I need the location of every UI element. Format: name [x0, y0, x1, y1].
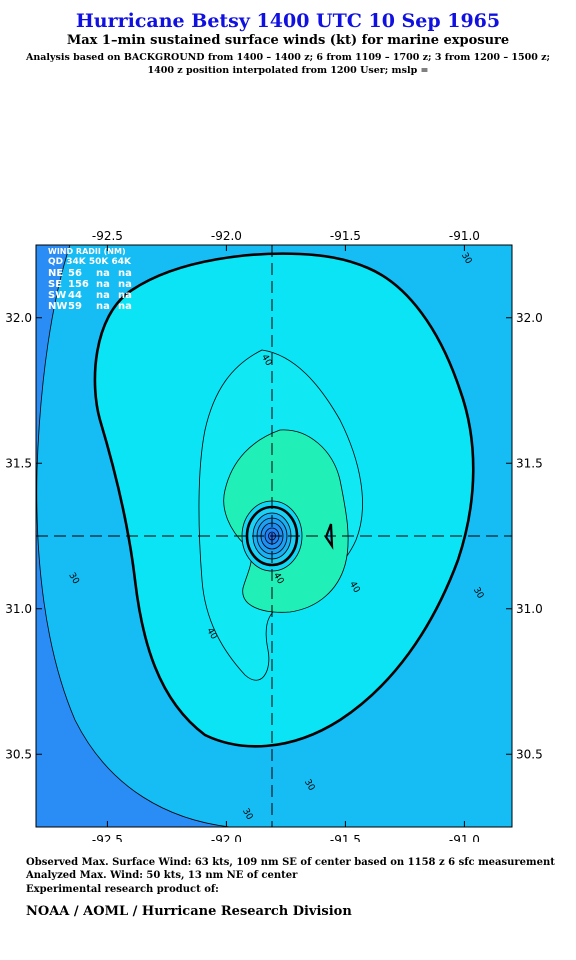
- organization-name: NOAA / AOML / Hurricane Research Divisio…: [26, 904, 352, 919]
- y-tick-label-right: 30.5: [516, 747, 543, 761]
- y-tick-label-right: 31.5: [516, 456, 543, 470]
- analysis-info: Analysis based on BACKGROUND from 1400 –…: [0, 51, 576, 77]
- wind-radii-row: NW59 na na: [48, 301, 132, 312]
- wind-radii-table: WIND RADII (NM) QD 34K 50K 64K NE 56 na naS…: [48, 247, 132, 312]
- radii-50kt: na: [96, 290, 110, 301]
- y-tick-label-left: 31.5: [5, 456, 32, 470]
- y-tick-label-left: 32.0: [5, 311, 32, 325]
- x-tick-label-bottom: -92.0: [211, 833, 242, 842]
- x-tick-label-bottom: -91.0: [449, 833, 480, 842]
- chart-title: Hurricane Betsy 1400 UTC 10 Sep 1965: [75, 10, 501, 32]
- wind-radii-title: WIND RADII (NM): [48, 247, 126, 256]
- analysis-line-1: Analysis based on BACKGROUND from 1400 –…: [25, 52, 551, 63]
- radii-quadrant: SE: [48, 279, 62, 290]
- radii-quadrant: NW: [48, 301, 67, 312]
- research-product-note: Experimental research product of:: [26, 884, 219, 895]
- x-ticks-top: -92.5 -92.0 -91.5 -91.0: [92, 229, 480, 251]
- y-tick-label-right: 31.0: [516, 602, 543, 616]
- y-tick-label-left: 31.0: [5, 602, 32, 616]
- wind-radii-row: SW 44 na na: [48, 290, 132, 301]
- radii-quadrant: NE: [48, 268, 63, 279]
- radii-64kt: na: [118, 301, 132, 312]
- chart-subtitle: Max 1–min sustained surface winds (kt) f…: [66, 33, 510, 48]
- x-tick-label-bottom: -92.5: [92, 833, 123, 842]
- observed-max-wind: Observed Max. Surface Wind: 63 kts, 109 …: [26, 857, 555, 868]
- wind-radii-row: SE 156 na na: [48, 279, 132, 290]
- radii-quadrant: SW: [48, 290, 66, 301]
- plot-frame: [35, 244, 513, 828]
- wind-radii-header: QD 34K 50K 64K: [48, 257, 132, 267]
- radii-64kt: na: [118, 279, 132, 290]
- x-tick-label-top: -92.0: [211, 229, 242, 243]
- x-tick-label-bottom: -91.5: [330, 833, 361, 842]
- wind-radii-row: NE 56 na na: [48, 268, 132, 279]
- x-tick-label-top: -91.5: [330, 229, 361, 243]
- x-tick-label-top: -91.0: [449, 229, 480, 243]
- radii-50kt: na: [96, 279, 110, 290]
- radii-50kt: na: [96, 301, 110, 312]
- radii-34kt: 156: [68, 279, 89, 290]
- max-wind-marker: [324, 523, 334, 550]
- y-ticks-right: 30.5 31.0 31.5 32.0: [506, 311, 543, 761]
- y-tick-label-left: 30.5: [5, 747, 32, 761]
- radii-34kt: 56: [68, 268, 82, 279]
- radii-34kt: 59: [68, 301, 82, 312]
- x-ticks-bottom: -92.5 -92.0 -91.5 -91.0: [92, 821, 480, 842]
- x-tick-label-top: -92.5: [92, 229, 123, 243]
- radii-34kt: 44: [68, 290, 82, 301]
- radii-50kt: na: [96, 268, 110, 279]
- y-tick-label-right: 32.0: [516, 311, 543, 325]
- analyzed-max-wind: Analyzed Max. Wind: 50 kts, 13 nm NE of …: [26, 870, 298, 881]
- radii-64kt: na: [118, 290, 132, 301]
- y-ticks-left: 30.5 31.0 31.5 32.0: [5, 311, 42, 761]
- radii-64kt: na: [118, 268, 132, 279]
- analysis-line-2: 1400 z position interpolated from 1200 U…: [147, 65, 429, 76]
